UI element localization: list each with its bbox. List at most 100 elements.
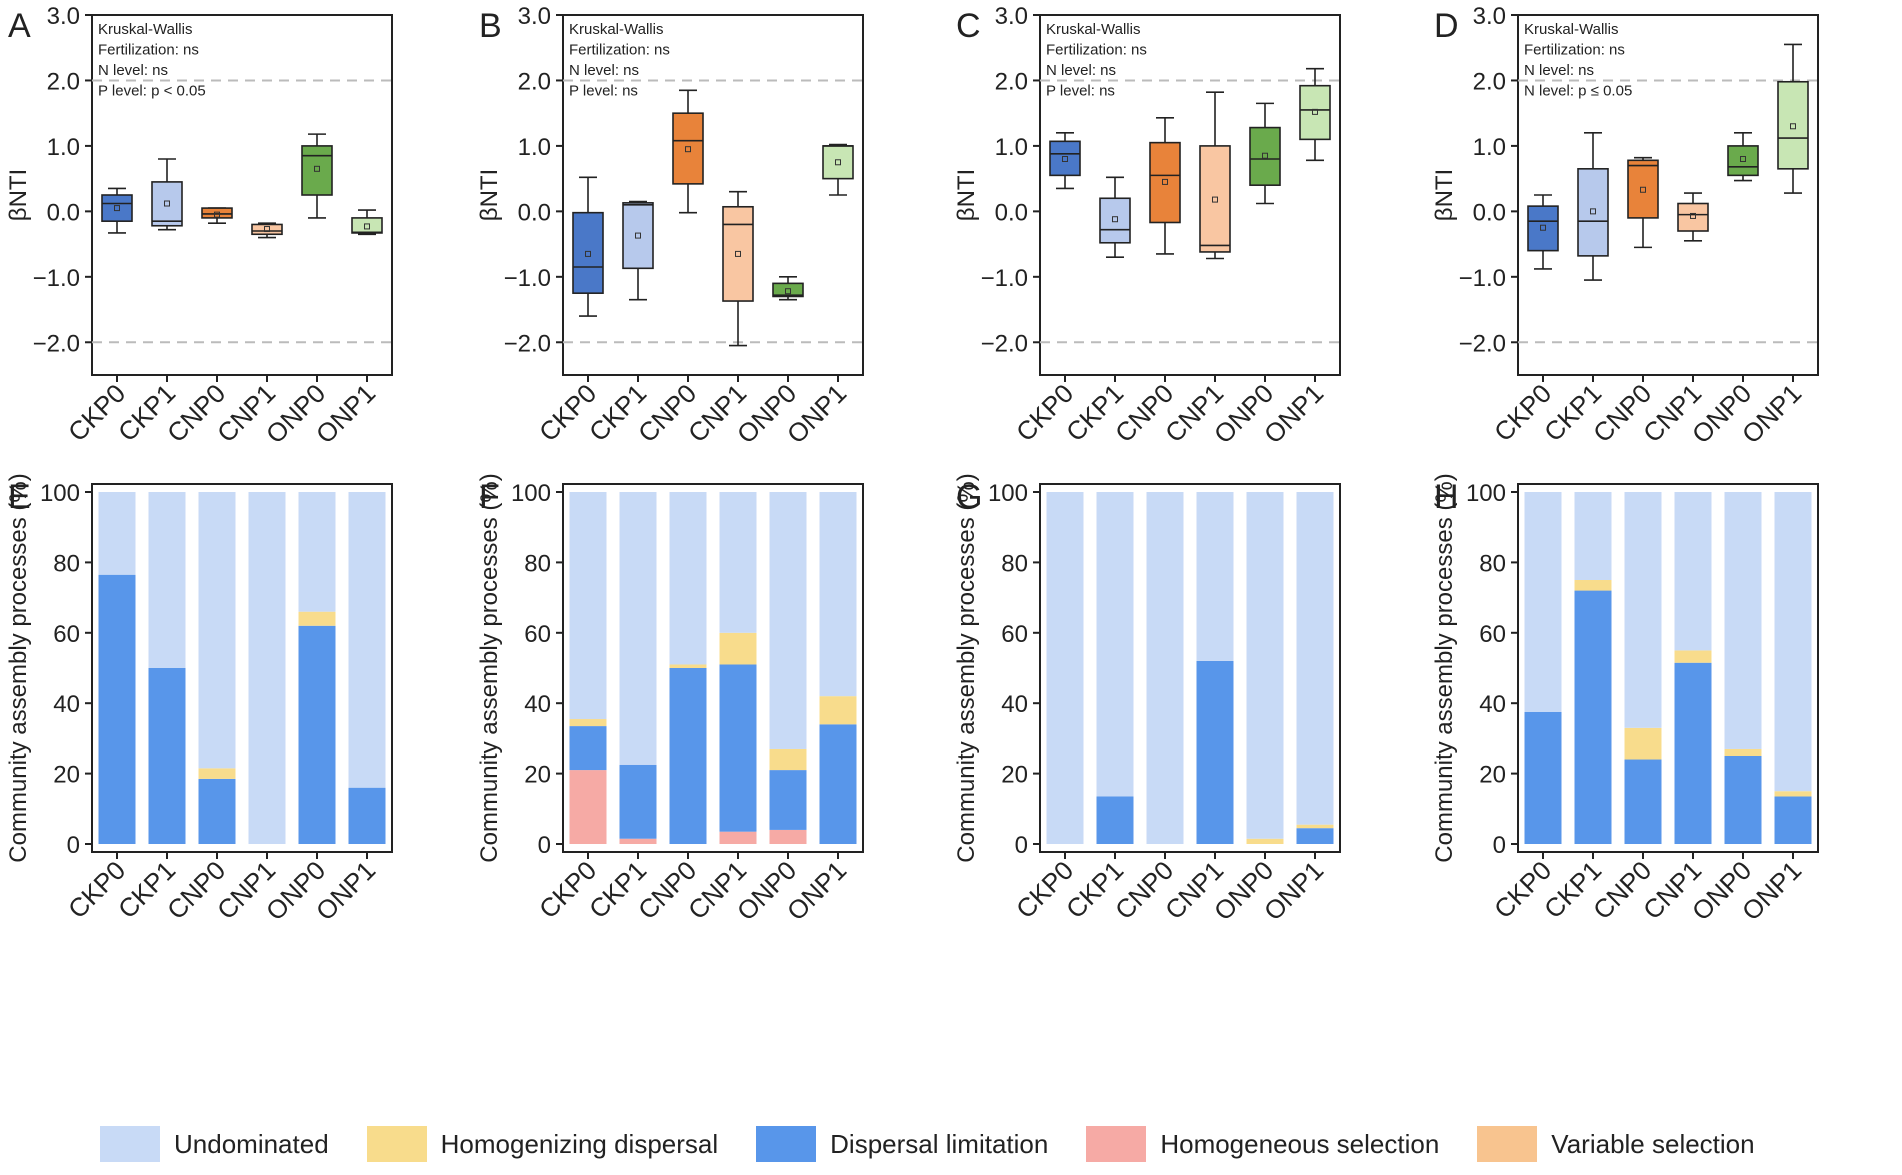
legend-swatch-dispersal-limitation	[756, 1126, 817, 1162]
mean-marker	[585, 250, 591, 257]
bar-segment-dispersal-limitation	[1574, 590, 1612, 844]
bar-segment-homogenizing-dispersal	[1724, 748, 1762, 756]
box-onp0	[1249, 126, 1281, 186]
mean-marker	[785, 288, 791, 295]
box-ckp0	[101, 194, 133, 222]
y-axis-label: Community assembly processes (%)	[1431, 473, 1458, 862]
stats-text: Kruskal-Wallis	[1046, 21, 1140, 38]
bar-segment-undominated	[298, 492, 336, 612]
x-tick-label: CKP0	[1010, 378, 1079, 447]
stats-text: N level: ns	[98, 62, 168, 79]
y-tick-label: −1.0	[504, 265, 551, 292]
mean-marker	[314, 165, 320, 172]
bar-segment-homogenizing-dispersal	[1774, 791, 1812, 797]
y-tick-label: 40	[1001, 691, 1028, 718]
bar-segment-undominated	[148, 492, 186, 668]
y-tick-label: 0	[538, 832, 551, 859]
box-onp1	[1299, 84, 1331, 141]
y-tick-label: 80	[1001, 550, 1028, 577]
plot-frame	[1517, 14, 1819, 376]
y-tick-label: −1.0	[33, 265, 80, 292]
panel-letter: H	[1434, 478, 1459, 516]
box-ckp0	[1527, 205, 1559, 252]
y-tick-label: 3.0	[47, 3, 80, 30]
y-tick-label: 60	[524, 621, 551, 648]
panel-letter: A	[8, 7, 31, 45]
y-tick-label: −2.0	[981, 330, 1028, 357]
legend-swatch-undominated	[100, 1126, 160, 1162]
bar-segment-undominated	[248, 492, 286, 844]
y-tick-label: 0	[1493, 832, 1506, 859]
box-cnp1	[1677, 202, 1709, 232]
bar-segment-dispersal-limitation	[348, 787, 386, 844]
y-tick-label: 20	[524, 762, 551, 789]
y-tick-label: 40	[53, 691, 80, 718]
bar-segment-undominated	[1724, 492, 1762, 749]
panel-e	[85, 483, 393, 859]
x-tick-label: CKP0	[62, 855, 131, 924]
legend-swatch-homogenizing-dispersal	[366, 1126, 427, 1162]
x-tick-label: CKP0	[1488, 378, 1557, 447]
mean-marker	[685, 146, 691, 153]
y-tick-label: 40	[1479, 691, 1506, 718]
bar-segment-dispersal-limitation	[569, 726, 607, 771]
stats-text: Fertilization: ns	[569, 42, 670, 59]
mean-marker	[1062, 156, 1068, 162]
y-tick-label: 100	[40, 480, 80, 507]
mean-marker	[364, 223, 370, 230]
y-tick-label: 1.0	[518, 134, 551, 161]
y-tick-label: 80	[524, 550, 551, 577]
plot-frame	[1517, 483, 1819, 853]
mean-marker	[1740, 156, 1746, 162]
box-cnp1	[251, 223, 283, 236]
mean-marker	[1640, 186, 1646, 193]
y-tick-label: 80	[1479, 550, 1506, 577]
bar-segment-homogenizing-dispersal	[298, 611, 336, 626]
mean-marker	[635, 232, 641, 239]
box-cnp0	[201, 207, 233, 219]
bar-segment-dispersal-limitation	[1524, 712, 1562, 844]
y-tick-label: 20	[53, 762, 80, 789]
bar-segment-dispersal-limitation	[298, 625, 336, 844]
y-tick-label: 2.0	[1473, 68, 1506, 95]
y-tick-label: 100	[1466, 480, 1506, 507]
mean-marker	[114, 205, 120, 212]
bar-segment-dispersal-limitation	[1774, 796, 1812, 844]
panel-a	[85, 14, 393, 382]
stats-text: P level: p < 0.05	[98, 83, 206, 100]
legend-swatch-variable-selection	[1477, 1126, 1538, 1162]
mean-marker	[264, 226, 270, 233]
mean-marker	[735, 250, 741, 257]
bar-segment-homogeneous-selection	[569, 770, 607, 844]
panel-b	[556, 14, 864, 382]
box-ckp1	[151, 181, 183, 227]
legend-label: Homogenizing dispersal	[440, 1128, 719, 1159]
mean-marker	[164, 200, 170, 207]
box-cnp0	[1627, 159, 1659, 219]
plot-frame	[1039, 483, 1341, 853]
bar-segment-dispersal-limitation	[769, 770, 807, 830]
y-tick-label: 2.0	[518, 68, 551, 95]
legend-item-undominated: Undominated	[100, 1126, 329, 1162]
bar-segment-homogenizing-dispersal	[669, 664, 707, 668]
bar-segment-homogenizing-dispersal	[1624, 727, 1662, 760]
y-axis-label: Community assembly processes (%)	[476, 473, 503, 862]
stats-text: P level: ns	[569, 83, 638, 100]
x-tick-label: CKP0	[62, 378, 131, 447]
legend-item-variable-selection: Variable selection	[1477, 1126, 1755, 1162]
y-tick-label: 1.0	[995, 134, 1028, 161]
bar-segment-undominated	[1774, 492, 1812, 792]
panel-letter: E	[8, 478, 31, 516]
bar-segment-undominated	[819, 492, 857, 697]
bar-segment-undominated	[1624, 492, 1662, 728]
y-axis-label: Community assembly processes (%)	[953, 473, 980, 862]
legend: Undominated Homogenizing dispersal Dispe…	[100, 1122, 1850, 1166]
x-tick-label: CKP0	[1488, 855, 1557, 924]
box-onp1	[351, 217, 383, 234]
y-tick-label: 0.0	[47, 199, 80, 226]
y-tick-label: 0.0	[995, 199, 1028, 226]
mean-marker	[1112, 216, 1118, 223]
bar-segment-homogenizing-dispersal	[1246, 838, 1284, 844]
panel-letter: D	[1434, 7, 1459, 45]
